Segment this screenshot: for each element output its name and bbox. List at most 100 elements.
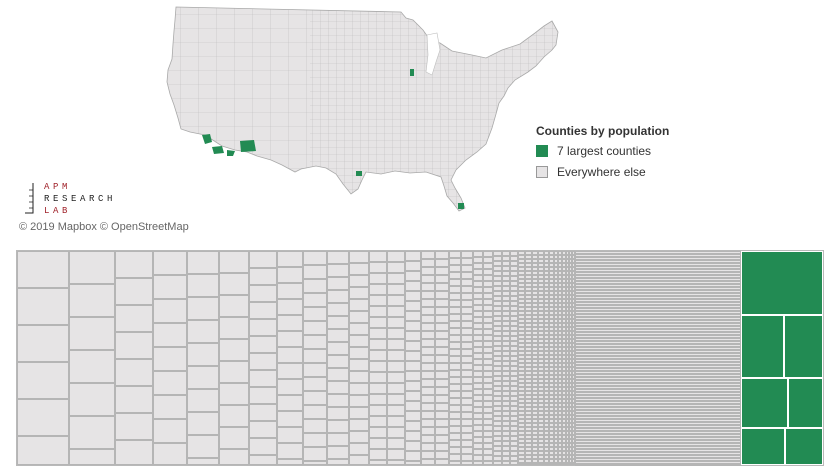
- treemap-cell: [449, 370, 461, 377]
- treemap-cell: [493, 361, 502, 366]
- treemap-cell: [277, 299, 303, 315]
- treemap-cell: [532, 251, 538, 255]
- treemap-cell: [569, 307, 572, 311]
- treemap-cell: [473, 317, 483, 323]
- treemap-cell: [449, 272, 461, 279]
- treemap-cell: [461, 251, 473, 258]
- treemap-cell: [525, 359, 532, 363]
- treemap-cell: [387, 350, 405, 361]
- treemap-cell: [554, 351, 558, 355]
- county-miami-dade: [458, 203, 464, 209]
- treemap-cell: [532, 335, 538, 339]
- treemap-cell: [435, 459, 449, 465]
- treemap-cell: [510, 311, 518, 316]
- treemap-cell: [518, 303, 525, 307]
- treemap-cell: [549, 287, 554, 291]
- treemap-cell: [549, 267, 554, 271]
- treemap-cell: [562, 367, 566, 371]
- treemap-cell: [575, 374, 741, 377]
- treemap-cell: [219, 317, 249, 339]
- treemap-cell: [461, 398, 473, 405]
- treemap-cell: [502, 451, 510, 456]
- treemap-cell: [327, 446, 349, 459]
- treemap-cell: [558, 443, 562, 447]
- treemap-cell: [493, 381, 502, 386]
- treemap-cell: [483, 431, 493, 437]
- treemap-cell: [562, 379, 566, 383]
- treemap-cell: [327, 316, 349, 329]
- treemap-cell: [575, 305, 741, 308]
- treemap-cell: [575, 335, 741, 338]
- treemap-cell: [569, 423, 572, 427]
- treemap-cell: [544, 435, 549, 439]
- treemap-cell: [544, 323, 549, 327]
- treemap-cell: [554, 271, 558, 275]
- treemap-cell: [569, 407, 572, 411]
- treemap-cell: [461, 370, 473, 377]
- treemap-cell: [562, 443, 566, 447]
- treemap-cell: [562, 455, 566, 459]
- treemap-cell: [554, 395, 558, 399]
- treemap-cell: [449, 349, 461, 356]
- treemap-cell: [549, 383, 554, 387]
- treemap-cell: [562, 255, 566, 259]
- treemap-cell: [493, 401, 502, 406]
- treemap-cell: [562, 383, 566, 387]
- treemap-cell: [562, 355, 566, 359]
- treemap-cell: [249, 438, 277, 455]
- treemap-cell: [549, 391, 554, 395]
- treemap-cell: [421, 291, 435, 299]
- treemap-cell: [544, 267, 549, 271]
- treemap-cell: [566, 307, 569, 311]
- treemap-cell: [349, 263, 369, 275]
- treemap-cell: [566, 379, 569, 383]
- treemap-cell: [115, 278, 153, 305]
- treemap-cell: [421, 275, 435, 283]
- treemap-cell: [558, 387, 562, 391]
- treemap-cell: [532, 403, 538, 407]
- treemap-cell: [572, 319, 575, 323]
- treemap-cell: [473, 287, 483, 293]
- treemap-cell: [473, 383, 483, 389]
- treemap-cell: [538, 279, 544, 283]
- treemap-cell: [518, 279, 525, 283]
- treemap-cell: [549, 327, 554, 331]
- treemap-cell: [572, 263, 575, 267]
- treemap-cell: [549, 403, 554, 407]
- treemap-cell: [562, 447, 566, 451]
- treemap-cell: [538, 283, 544, 287]
- treemap-cell: [538, 311, 544, 315]
- treemap-cell: [549, 291, 554, 295]
- treemap-cell: [483, 305, 493, 311]
- treemap-cell: [538, 463, 544, 465]
- treemap-cell: [544, 459, 549, 463]
- treemap-cell: [566, 435, 569, 439]
- treemap-cell: [518, 379, 525, 383]
- treemap-cell: [518, 283, 525, 287]
- treemap-cell: [473, 251, 483, 257]
- treemap-cell: [349, 419, 369, 431]
- treemap-cell: [575, 416, 741, 419]
- treemap-cell: [544, 291, 549, 295]
- treemap-cell: [405, 441, 421, 451]
- treemap-cell: [569, 343, 572, 347]
- treemap-cell: [461, 412, 473, 419]
- treemap-cell: [369, 339, 387, 350]
- treemap-cell: [575, 275, 741, 278]
- treemap-cell: [449, 335, 461, 342]
- treemap-cell: [575, 383, 741, 386]
- treemap-cell: [502, 431, 510, 436]
- treemap-cell: [249, 370, 277, 387]
- treemap-cell: [566, 323, 569, 327]
- treemap-cell: [249, 336, 277, 353]
- treemap-cell: [566, 367, 569, 371]
- treemap-cell: [405, 391, 421, 401]
- treemap-cell: [349, 395, 369, 407]
- treemap-cell: [405, 311, 421, 321]
- treemap-cell: [349, 359, 369, 371]
- treemap-cell: [483, 287, 493, 293]
- treemap-cell: [473, 359, 483, 365]
- treemap-cell: [493, 446, 502, 451]
- treemap-cell: [532, 455, 538, 459]
- treemap-cell: [518, 255, 525, 259]
